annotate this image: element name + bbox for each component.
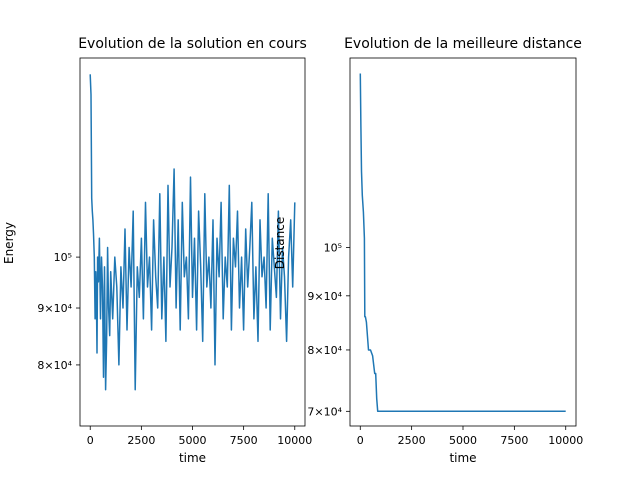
- y-axis-label: Distance: [273, 217, 287, 269]
- y-tick-label: 9×10⁴: [307, 290, 342, 303]
- x-tick-label: 7500: [230, 434, 258, 447]
- y-tick-label: 10⁵: [324, 241, 342, 254]
- chart-title: Evolution de la solution en cours: [78, 36, 307, 52]
- plot-frame: [79, 57, 306, 427]
- series-line: [359, 73, 566, 413]
- x-tick-label: 2500: [127, 434, 155, 447]
- chart-title: Evolution de la meilleure distance: [344, 36, 582, 52]
- y-tick-label: 9×10⁴: [37, 302, 72, 315]
- y-tick-label: 10⁵: [54, 251, 72, 264]
- y-axis-label: Energy: [2, 222, 16, 264]
- x-tick-label: 7500: [500, 434, 528, 447]
- x-tick-label: 10000: [277, 434, 312, 447]
- x-tick-label: 0: [87, 434, 94, 447]
- x-tick-label: 5000: [449, 434, 477, 447]
- y-tick-label: 7×10⁴: [307, 405, 342, 418]
- x-tick-label: 5000: [179, 434, 207, 447]
- y-tick-label: 8×10⁴: [37, 359, 72, 372]
- x-tick-label: 2500: [398, 434, 426, 447]
- y-tick-label: 8×10⁴: [307, 344, 342, 357]
- chart-right: 0 2500 5000 7500 10000 7×10⁴ 8×10⁴ 9×10⁴ 10⁵ Evol…: [273, 36, 583, 465]
- chart-left: 0 2500 5000 7500 10000 8×10⁴ 9×10⁴ 10⁵ Evolution…: [2, 36, 312, 465]
- x-tick-label: 0: [357, 434, 364, 447]
- x-axis-label: time: [179, 451, 206, 465]
- plot-frame: [349, 57, 577, 427]
- x-axis-label: time: [449, 451, 476, 465]
- series-line: [89, 74, 296, 391]
- x-tick-label: 10000: [548, 434, 583, 447]
